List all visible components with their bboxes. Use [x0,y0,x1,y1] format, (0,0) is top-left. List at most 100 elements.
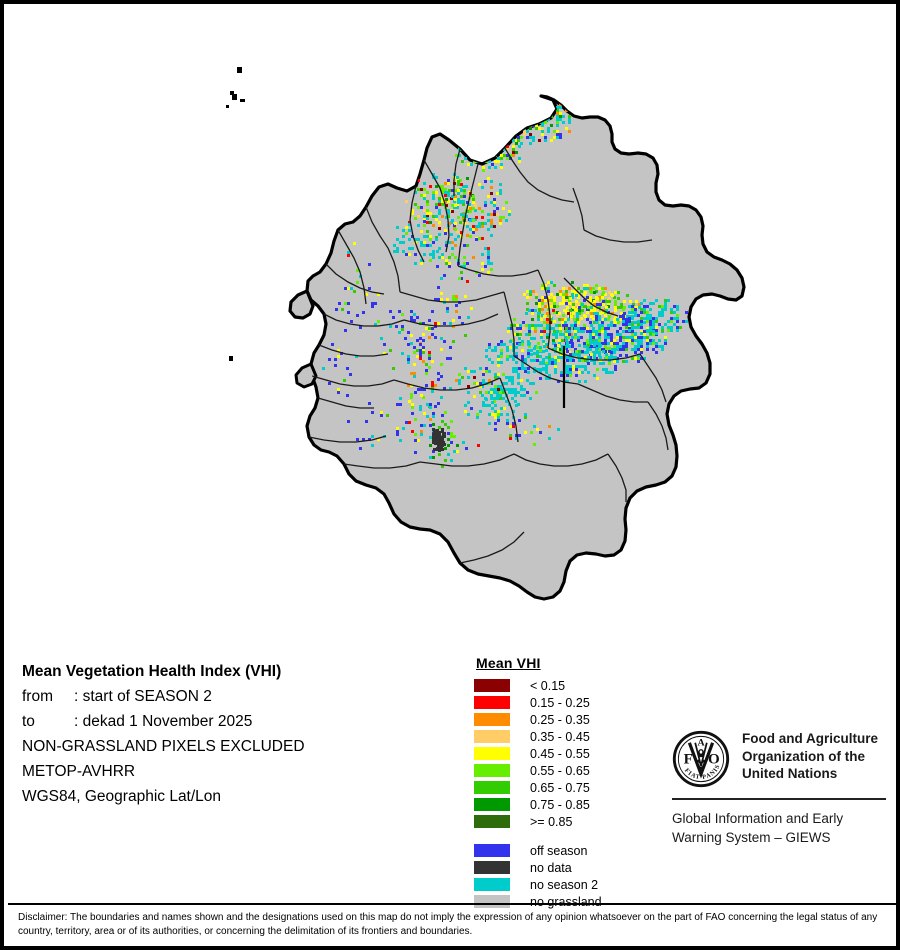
vhi-pixel [569,368,572,371]
vhi-pixel [578,371,581,374]
vhi-pixel [608,347,611,350]
vhi-pixel [569,318,572,321]
vhi-pixel [445,241,448,244]
legend-class-row[interactable]: < 0.15 [474,677,654,694]
legend-title: Mean VHI [476,655,541,671]
vhi-pixel [519,333,522,336]
vhi-pixel [466,225,469,228]
vhi-pixel [467,401,470,404]
vhi-pixel [499,216,502,219]
vhi-pixel [523,388,526,391]
vhi-pixel [334,358,337,361]
vhi-pixel [414,217,417,220]
vhi-pixel [539,346,542,349]
vhi-pixel [383,352,386,355]
vhi-pixel-nodata [436,429,439,432]
vhi-pixel [548,359,551,362]
vhi-pixel [566,344,569,347]
vhi-pixel [414,253,417,256]
vhi-pixel [423,194,426,197]
vhi-pixel [574,321,577,324]
vhi-pixel [499,222,502,225]
vhi-pixel [542,340,545,343]
legend-special-row[interactable]: no season 2 [474,876,654,893]
vhi-pixel [548,356,551,359]
vhi-pixel [543,315,546,318]
vhi-pixel [613,345,616,348]
vhi-pixel [541,133,544,136]
vhi-pixel [458,316,461,319]
vhi-pixel [581,309,584,312]
vhi-pixel [593,362,596,365]
vhi-pixel [392,316,395,319]
vhi-pixel [482,401,485,404]
legend-class-row[interactable]: 0.55 - 0.65 [474,762,654,779]
vhi-pixel [432,241,435,244]
legend-spacer [474,830,654,842]
vhi-pixel [450,221,453,224]
legend-class-row[interactable]: 0.45 - 0.55 [474,745,654,762]
info-from-value: : start of SEASON 2 [74,688,212,705]
vhi-pixel [539,370,542,373]
vhi-pixel [572,365,575,368]
legend-special-row[interactable]: no grassland [474,893,654,910]
vhi-pixel [635,306,638,309]
vhi-pixel-nodata [433,433,436,436]
map-canvas[interactable] [8,8,896,628]
vhi-pixel [583,299,586,302]
vhi-pixel [497,157,500,160]
vhi-pixel [453,200,456,203]
vhi-pixel [634,339,637,342]
vhi-pixel [526,302,529,305]
vhi-pixel [679,326,682,329]
legend-class-row[interactable]: 0.35 - 0.45 [474,728,654,745]
vhi-pixel-nodata [439,444,442,447]
legend-special-row[interactable]: off season [474,842,654,859]
vhi-pixel [601,330,604,333]
fao-name-line-1: Food and Agriculture [742,731,878,746]
vhi-pixel [608,356,611,359]
vhi-pixel [454,228,457,231]
vhi-pixel [469,219,472,222]
vhi-pixel [580,290,583,293]
vhi-pixel [652,323,655,326]
vhi-pixel [429,244,432,247]
vhi-pixel [467,385,470,388]
vhi-pixel [652,342,655,345]
vhi-pixel [511,376,514,379]
vhi-pixel [569,341,572,344]
vhi-pixel [673,311,676,314]
vhi-pixel [640,326,643,329]
vhi-pixel [658,345,661,348]
vhi-pixel [555,339,558,342]
vhi-pixel [523,133,526,136]
vhi-pixel [435,176,438,179]
legend-special-row[interactable]: no data [474,859,654,876]
vhi-pixel [482,379,485,382]
legend-class-row[interactable]: 0.75 - 0.85 [474,796,654,813]
vhi-pixel [584,356,587,359]
vhi-pixel [622,336,625,339]
vhi-pixel [484,222,487,225]
vhi-pixel [416,316,419,319]
vhi-pixel [598,308,601,311]
legend-class-row[interactable]: 0.15 - 0.25 [474,694,654,711]
vhi-pixel [661,326,664,329]
vhi-pixel [485,349,488,352]
vhi-pixel [524,370,527,373]
vhi-pixel [451,253,454,256]
legend-class-row[interactable]: 0.65 - 0.75 [474,779,654,796]
vhi-pixel [611,356,614,359]
vhi-pixel [515,370,518,373]
vhi-pixel [607,318,610,321]
vhi-pixel [583,351,586,354]
vhi-pixel [472,198,475,201]
vhi-pixel [566,350,569,353]
vhi-pixel [595,345,598,348]
vhi-pixel [500,413,503,416]
vhi-pixel [509,154,512,157]
legend-class-list: < 0.15 0.15 - 0.25 0.25 - 0.35 0.35 - 0.45 0… [474,677,654,830]
legend-class-row[interactable]: >= 0.85 [474,813,654,830]
vhi-pixel [658,305,661,308]
legend-class-row[interactable]: 0.25 - 0.35 [474,711,654,728]
